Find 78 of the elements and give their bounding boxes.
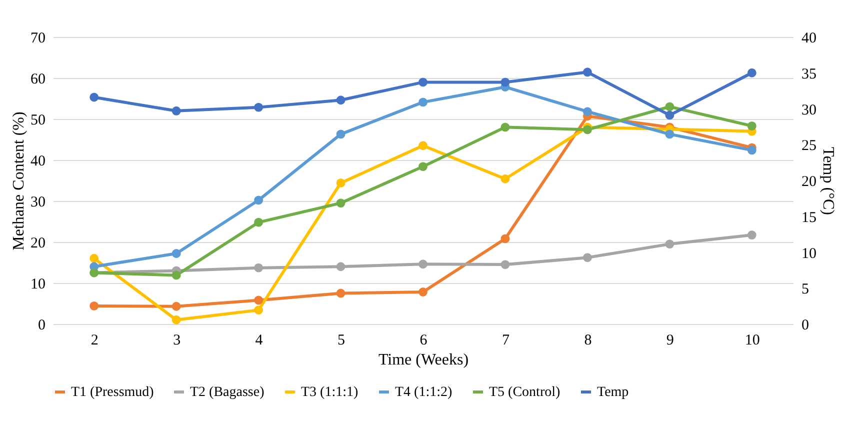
x-tick-label: 6 xyxy=(420,332,428,348)
y2-tick-label: 40 xyxy=(802,30,816,46)
point xyxy=(172,315,181,324)
y-tick-label: 40 xyxy=(30,154,46,170)
point xyxy=(336,178,346,188)
legend-label: T4 (1:1:2) xyxy=(395,385,452,400)
point xyxy=(172,249,181,258)
point xyxy=(418,288,428,296)
x-axis-title: Time (Weeks) xyxy=(378,352,469,368)
y2-tick-label: 35 xyxy=(802,66,816,82)
point xyxy=(336,96,346,105)
point xyxy=(582,253,592,262)
point xyxy=(418,162,428,172)
point xyxy=(172,106,181,116)
x-tick-label: 2 xyxy=(90,332,98,348)
point xyxy=(336,130,346,139)
point xyxy=(500,260,510,270)
point xyxy=(418,260,428,269)
legend-label: T1 (Pressmud) xyxy=(71,385,154,400)
point xyxy=(665,102,674,112)
point xyxy=(747,146,756,155)
x-tick-label: 4 xyxy=(255,332,264,348)
y2-tick-label: 25 xyxy=(802,138,816,154)
point xyxy=(90,92,99,102)
x-tick-label: 7 xyxy=(502,332,510,348)
y-tick-label: 50 xyxy=(30,112,46,128)
point xyxy=(254,263,264,272)
legend-label: Temp xyxy=(597,385,629,400)
y-tick-label: 0 xyxy=(38,318,46,334)
y-tick-label: 60 xyxy=(30,72,46,88)
point xyxy=(665,130,674,139)
point xyxy=(747,230,756,240)
y2-tick-label: 10 xyxy=(802,246,816,262)
x-tick-label: 3 xyxy=(173,332,181,348)
point xyxy=(254,306,264,315)
y-tick-label: 30 xyxy=(30,194,46,210)
point xyxy=(254,296,264,305)
y2-tick-label: 20 xyxy=(802,174,816,190)
point xyxy=(336,288,346,298)
legend-label: T5 (Control) xyxy=(489,385,560,400)
y2-tick-label: 0 xyxy=(802,318,809,334)
point xyxy=(254,218,264,227)
y2-tick-label: 15 xyxy=(802,210,816,226)
point xyxy=(90,301,99,310)
point xyxy=(500,234,510,244)
point xyxy=(418,78,428,87)
y-tick-label: 70 xyxy=(30,30,46,46)
point xyxy=(582,68,592,77)
point xyxy=(582,125,592,134)
point xyxy=(172,302,181,311)
point xyxy=(172,270,181,280)
point xyxy=(500,174,510,184)
point xyxy=(336,262,346,272)
y2-tick-label: 30 xyxy=(802,102,816,118)
y-tick-label: 10 xyxy=(30,276,46,292)
point xyxy=(254,196,264,205)
point xyxy=(582,107,592,116)
point xyxy=(500,78,510,87)
point xyxy=(418,98,428,107)
y2-tick-label: 5 xyxy=(802,282,809,298)
point xyxy=(665,240,674,249)
point xyxy=(747,122,756,130)
point xyxy=(500,122,510,132)
legend-label: T3 (1:1:1) xyxy=(301,385,358,400)
point xyxy=(665,110,674,120)
x-tick-label: 5 xyxy=(338,332,346,348)
point xyxy=(418,141,428,150)
y-tick-label: 20 xyxy=(30,236,46,252)
x-tick-label: 9 xyxy=(666,332,674,348)
point xyxy=(254,102,264,112)
point xyxy=(90,254,99,263)
legend-label: T2 (Bagasse) xyxy=(190,385,265,400)
x-tick-label: 10 xyxy=(744,332,760,348)
y2-axis-title: Temp (°C) xyxy=(820,147,836,215)
x-tick-label: 8 xyxy=(584,332,592,348)
y-axis-title: Methane Content (%) xyxy=(10,112,28,250)
point xyxy=(336,198,346,208)
point xyxy=(747,68,756,78)
